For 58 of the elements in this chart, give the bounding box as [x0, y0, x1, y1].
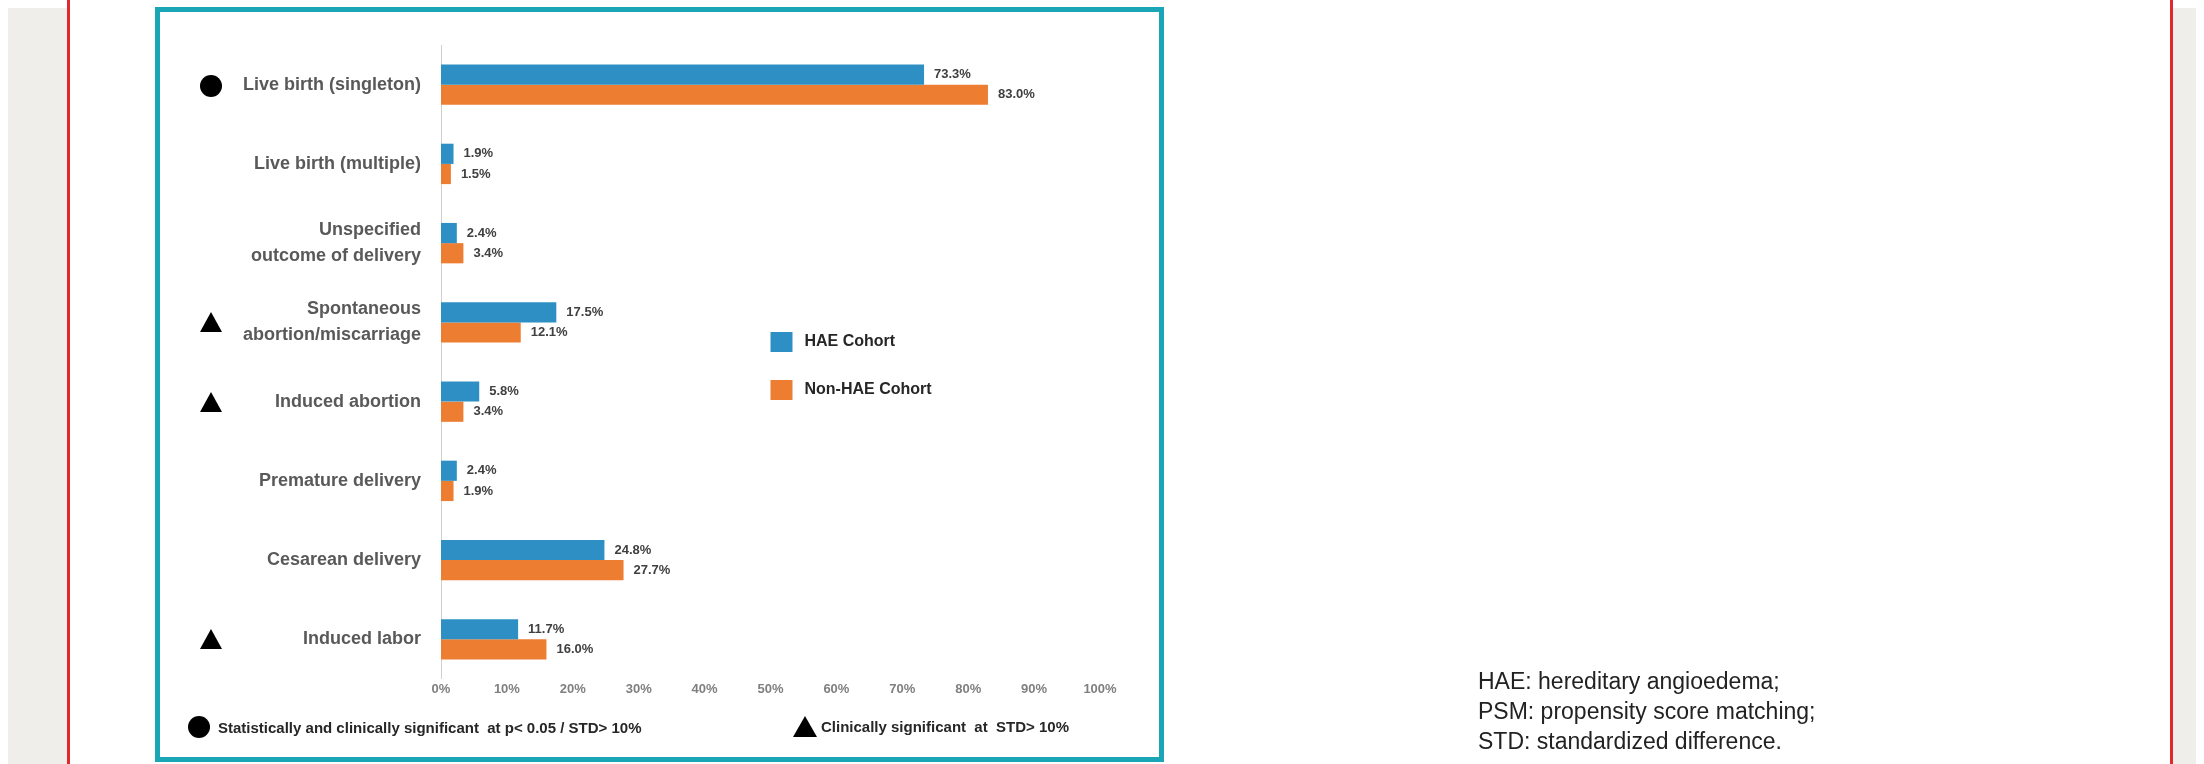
y-tick-label: Cesarean delivery	[266, 549, 421, 570]
data-label: 11.7%	[528, 620, 565, 636]
data-label: 16.0%	[556, 641, 594, 657]
bar	[441, 143, 454, 164]
y-tick-label: Live birth (multiple)	[253, 152, 421, 173]
data-label: 5.8%	[489, 383, 520, 399]
data-label: 2.4%	[466, 462, 497, 478]
data-label: 27.7%	[633, 561, 671, 577]
x-tick-label: 80%	[955, 681, 982, 697]
x-tick-label: 20%	[559, 681, 587, 697]
y-tick-label: Premature delivery	[258, 469, 421, 490]
y-tick-label: Induced abortion	[275, 390, 421, 411]
bar	[441, 460, 457, 481]
y-tick-label: Induced labor	[302, 628, 421, 649]
data-label: 24.8%	[614, 541, 652, 557]
bar	[441, 243, 464, 264]
y-tick-label: Unspecified outcome of delivery	[250, 219, 421, 266]
text: HAE: hereditary angioedema;	[1478, 667, 1781, 696]
data-label: 3.4%	[473, 403, 504, 419]
bar	[441, 163, 451, 185]
text: Statistically and clinically significant at p< 0.05 / STD> 10%	[218, 718, 642, 736]
x-tick-label: 0%	[431, 681, 451, 697]
bar	[441, 539, 605, 561]
y-tick-label: Spontaneous abortion/miscarriage	[242, 298, 421, 345]
bar	[441, 64, 925, 85]
text: Clinically significant at STD> 10%	[821, 718, 1069, 735]
data-label: 1.9%	[463, 482, 494, 498]
y-tick-label: Live birth (singleton)	[243, 73, 421, 94]
data-label: 73.3%	[934, 66, 972, 82]
bar	[441, 560, 624, 581]
x-tick-label: 30%	[625, 681, 653, 697]
x-tick-label: 100%	[1083, 681, 1118, 697]
bar	[441, 401, 464, 422]
legend-label: HAE Cohort	[804, 332, 896, 350]
x-tick-label: 50%	[757, 681, 784, 697]
data-label: 83.0%	[997, 86, 1036, 102]
bar	[441, 480, 454, 502]
x-tick-label: 90%	[1021, 681, 1048, 697]
bar	[441, 381, 480, 402]
data-label: 2.4%	[466, 224, 497, 240]
text: PSM: propensity score matching;	[1478, 697, 1816, 726]
bar	[441, 639, 547, 660]
text: STD: standardized difference.	[1478, 727, 1783, 756]
bar	[441, 302, 557, 323]
bar	[441, 222, 457, 244]
bar	[441, 322, 521, 343]
x-tick-label: 10%	[493, 681, 521, 697]
legend-label: Non-HAE Cohort	[804, 380, 933, 398]
data-label: 17.5%	[566, 303, 604, 319]
x-tick-label: 40%	[691, 681, 719, 697]
bar	[441, 84, 988, 105]
data-label: 1.9%	[463, 145, 494, 161]
bar	[441, 619, 519, 640]
data-label: 1.5%	[460, 165, 491, 181]
data-label: 3.4%	[473, 244, 504, 260]
x-tick-label: 60%	[823, 681, 850, 697]
data-label: 12.1%	[530, 324, 569, 340]
x-tick-label: 70%	[889, 681, 916, 697]
